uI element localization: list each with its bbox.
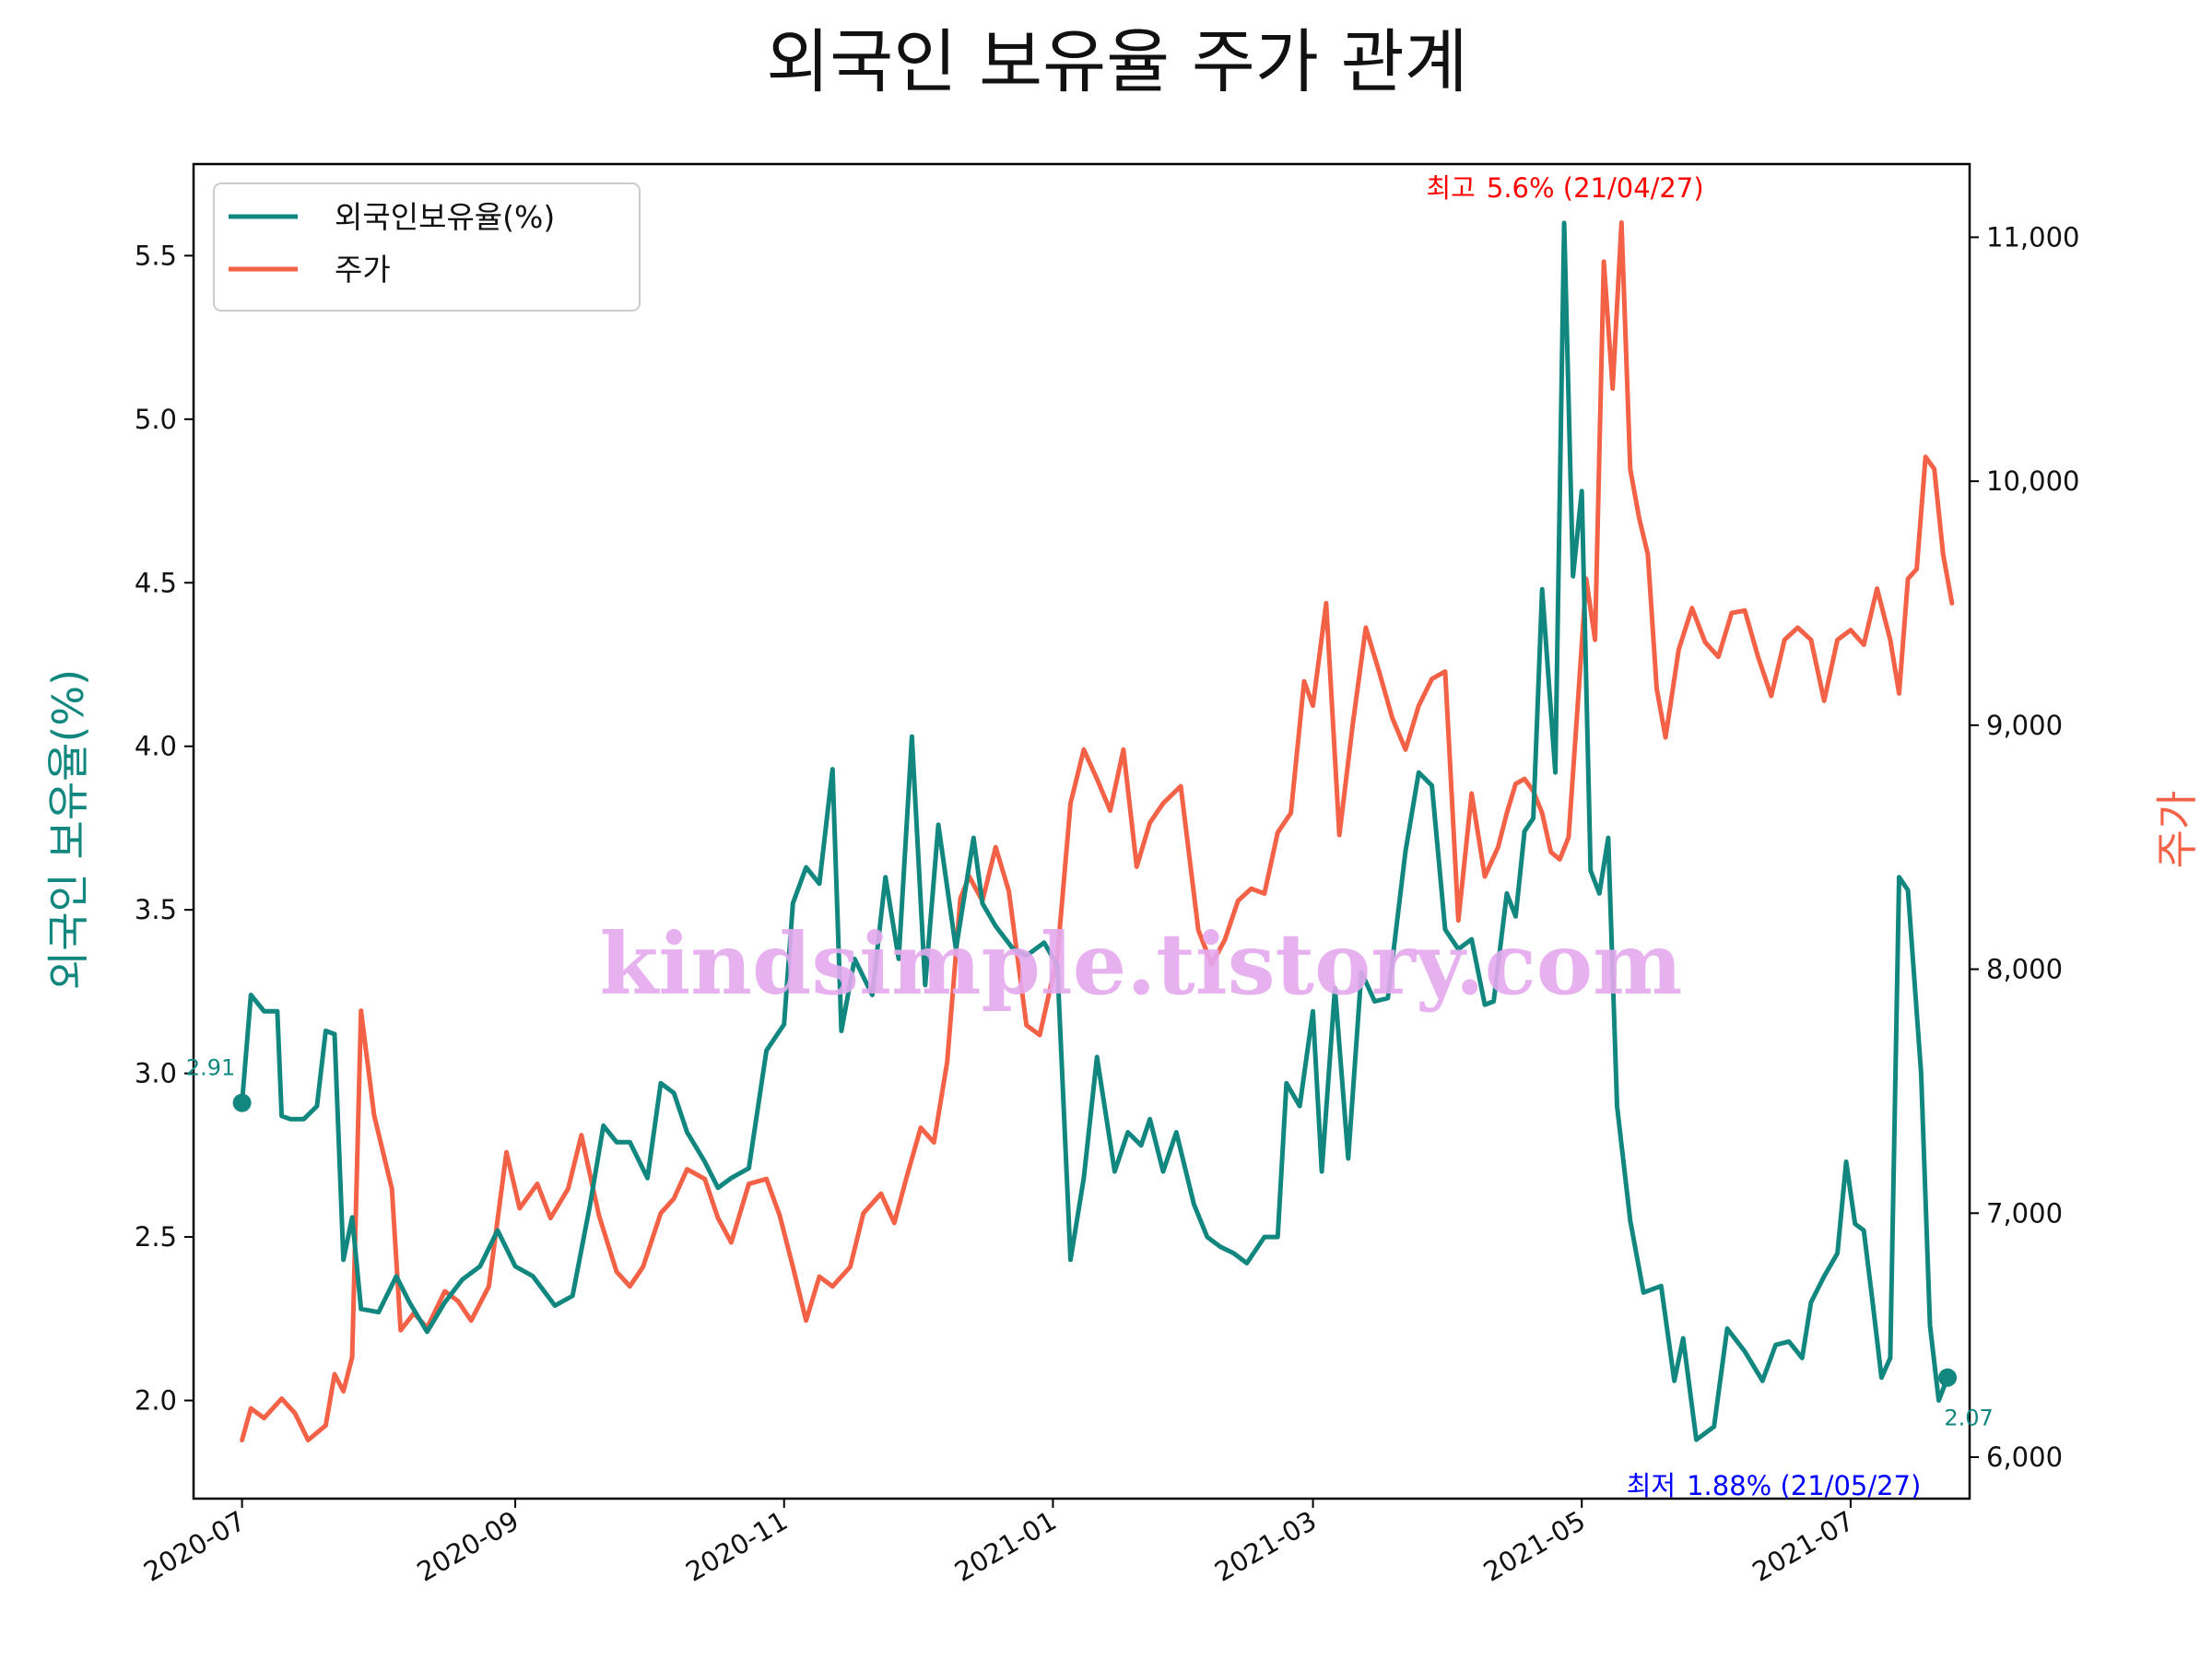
y-left-tick-label: 2.0 [135, 1385, 177, 1417]
y-axis-label-left: 외국인 보유율(%) [43, 669, 93, 990]
axes: 2.0 2.5 3.0 3.5 4.0 4.5 5.0 5.5 6,000 7,000 8,000 9… [135, 221, 2080, 1587]
series [240, 220, 1955, 1442]
watermark: kindsimple.tistory.com [599, 914, 1682, 1014]
y-right-tick-label: 11,000 [1986, 221, 2079, 253]
annotations: 최고 5.6% (21/04/27) 최저 1.88% (21/05/27) 2.9… [186, 172, 1994, 1501]
series-line-price [240, 220, 1955, 1442]
plot-frame [192, 162, 1971, 1500]
max-annotation: 최고 5.6% (21/04/27) [1427, 172, 1704, 204]
x-tick-label: 2021-05 [1478, 1505, 1591, 1588]
legend: 외국인보유율(%) 주가 [213, 182, 641, 312]
min-label: 최저 [1627, 1470, 1676, 1501]
y-right-tick-label: 10,000 [1986, 465, 2079, 497]
y-right-tick-label: 6,000 [1986, 1441, 2063, 1473]
max-value: 5.6% (21/04/27) [1487, 172, 1704, 204]
min-annotation: 최저 1.88% (21/05/27) [1627, 1470, 1922, 1501]
start-value-label: 2.91 [186, 1055, 235, 1081]
x-tick-label: 2020-07 [138, 1505, 251, 1588]
x-tick-label: 2021-01 [949, 1505, 1062, 1588]
legend-label-foreign: 외국인보유율(%) [335, 199, 555, 235]
y-left-tick-label: 5.0 [135, 404, 177, 435]
min-value: 1.88% (21/05/27) [1687, 1470, 1921, 1501]
y-left-tick-label: 3.0 [135, 1058, 177, 1089]
legend-box [213, 182, 641, 312]
series-line-foreign-ratio [240, 220, 1950, 1442]
y-axis-label-right: 주가 [2152, 791, 2202, 869]
legend-label-price: 주가 [335, 252, 391, 288]
x-tick-label: 2020-11 [680, 1505, 793, 1588]
end-marker [1938, 1368, 1958, 1387]
y-right-tick-label: 8,000 [1986, 954, 2063, 985]
chart-title: 외국인 보유율 주가 관계 [766, 21, 1468, 102]
y-right-tick-label: 9,000 [1986, 710, 2063, 741]
y-right-tick-label: 7,000 [1986, 1197, 2063, 1229]
y-left-tick-label: 4.5 [135, 567, 177, 598]
y-left-tick-label: 5.5 [135, 240, 177, 271]
max-label: 최고 [1427, 172, 1476, 204]
start-marker [232, 1093, 252, 1112]
y-left-tick-label: 4.0 [135, 731, 177, 762]
x-tick-label: 2021-03 [1209, 1505, 1322, 1588]
x-tick-label: 2020-09 [412, 1505, 524, 1588]
end-value-label: 2.07 [1944, 1406, 1993, 1431]
y-left-tick-label: 2.5 [135, 1221, 177, 1253]
x-tick-label: 2021-07 [1747, 1505, 1859, 1588]
y-left-tick-label: 3.5 [135, 894, 177, 925]
